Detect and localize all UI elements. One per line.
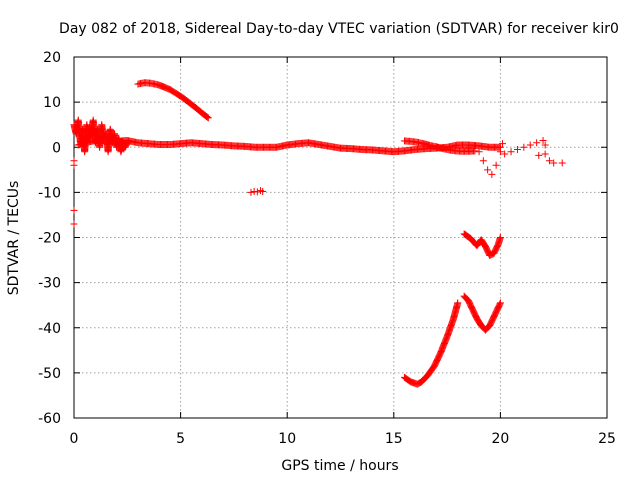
data-point [204, 114, 212, 122]
x-tick-label: 20 [491, 431, 509, 447]
x-tick-label: 15 [385, 431, 403, 447]
chart-title: Day 082 of 2018, Sidereal Day-to-day VTE… [59, 21, 619, 37]
data-point [247, 188, 255, 196]
data-point [533, 139, 541, 147]
data-point [492, 161, 500, 169]
data-point [513, 146, 521, 154]
data-point [123, 140, 131, 148]
data-point [496, 148, 504, 156]
data-point [539, 136, 547, 144]
data-point [496, 299, 504, 307]
plot-frame [73, 56, 608, 419]
data-point [550, 159, 558, 167]
data-point [541, 150, 549, 158]
axis-tick-labels: 0 5 10 15 20 25 20 10 0 -10 -20 -30 -40 -50 -60 [38, 50, 616, 447]
data-point [535, 151, 543, 159]
data-point [496, 300, 504, 308]
data-point [405, 377, 413, 385]
y-tick-label: -50 [38, 366, 61, 382]
data-point [541, 141, 549, 149]
data-point [484, 166, 492, 174]
data-point [464, 144, 472, 152]
grid-lines [74, 57, 607, 418]
x-tick-label: 25 [598, 431, 616, 447]
x-tick-label: 0 [70, 431, 79, 447]
data-point [70, 206, 78, 214]
data-point [475, 148, 483, 156]
data-point [479, 157, 487, 165]
data-point [203, 113, 211, 121]
data-point [501, 150, 509, 158]
data-point [507, 148, 515, 156]
y-axis-label: SDTVAR / TECUs [6, 181, 22, 296]
data-point [471, 142, 479, 150]
data-point [259, 187, 267, 195]
y-tick-label: -40 [38, 321, 61, 337]
y-tick-label: 10 [43, 95, 61, 111]
x-axis-label: GPS time / hours [281, 458, 398, 474]
data-marks [70, 79, 566, 388]
data-point [558, 159, 566, 167]
data-point [123, 139, 131, 147]
x-tick-label: 10 [278, 431, 296, 447]
data-point [499, 140, 507, 148]
data-point [202, 113, 210, 121]
data-point [454, 299, 462, 307]
data-point [488, 170, 496, 178]
data-point [496, 234, 504, 241]
data-point [545, 157, 553, 165]
y-tick-label: -20 [38, 231, 61, 247]
y-tick-label: 20 [43, 50, 61, 66]
data-point [70, 220, 78, 228]
data-point [526, 141, 534, 149]
y-tick-label: 0 [52, 140, 61, 156]
data-point [70, 161, 78, 169]
y-tick-label: -60 [38, 411, 61, 427]
y-tick-label: -10 [38, 185, 61, 201]
x-tick-label: 5 [176, 431, 185, 447]
y-tick-label: -30 [38, 276, 61, 292]
data-point [520, 143, 528, 151]
